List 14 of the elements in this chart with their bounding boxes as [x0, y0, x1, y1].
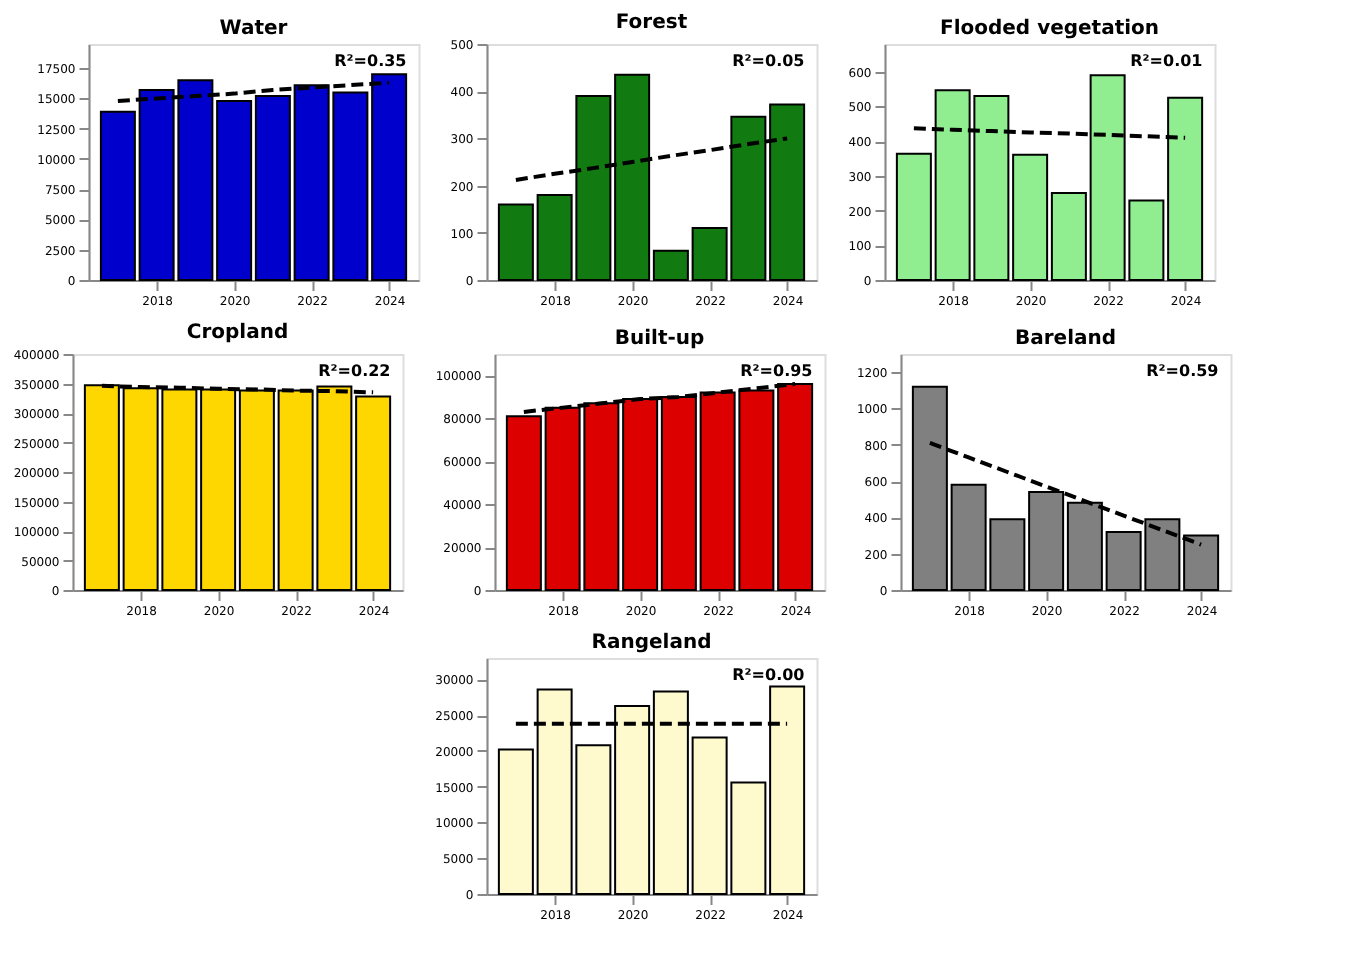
- chart-title: Forest: [615, 12, 688, 34]
- annotation: R²=0.00: [732, 666, 806, 684]
- annotation: R²=0.35: [334, 52, 408, 70]
- chart-title: Flooded vegetation: [939, 18, 1160, 40]
- annotation: R²=0.95: [740, 362, 814, 380]
- annotation: R²=0.59: [1146, 362, 1220, 380]
- chart-title: Cropland: [186, 322, 289, 344]
- annotation: R²=0.01: [1130, 52, 1204, 70]
- chart-title: Rangeland: [591, 632, 712, 654]
- chart-title: Water: [219, 18, 288, 40]
- annotation: R²=0.22: [318, 362, 391, 380]
- chart-title: Built-up: [614, 328, 705, 350]
- annotation: R²=0.05: [732, 52, 806, 70]
- chart-title: Bareland: [1014, 328, 1117, 350]
